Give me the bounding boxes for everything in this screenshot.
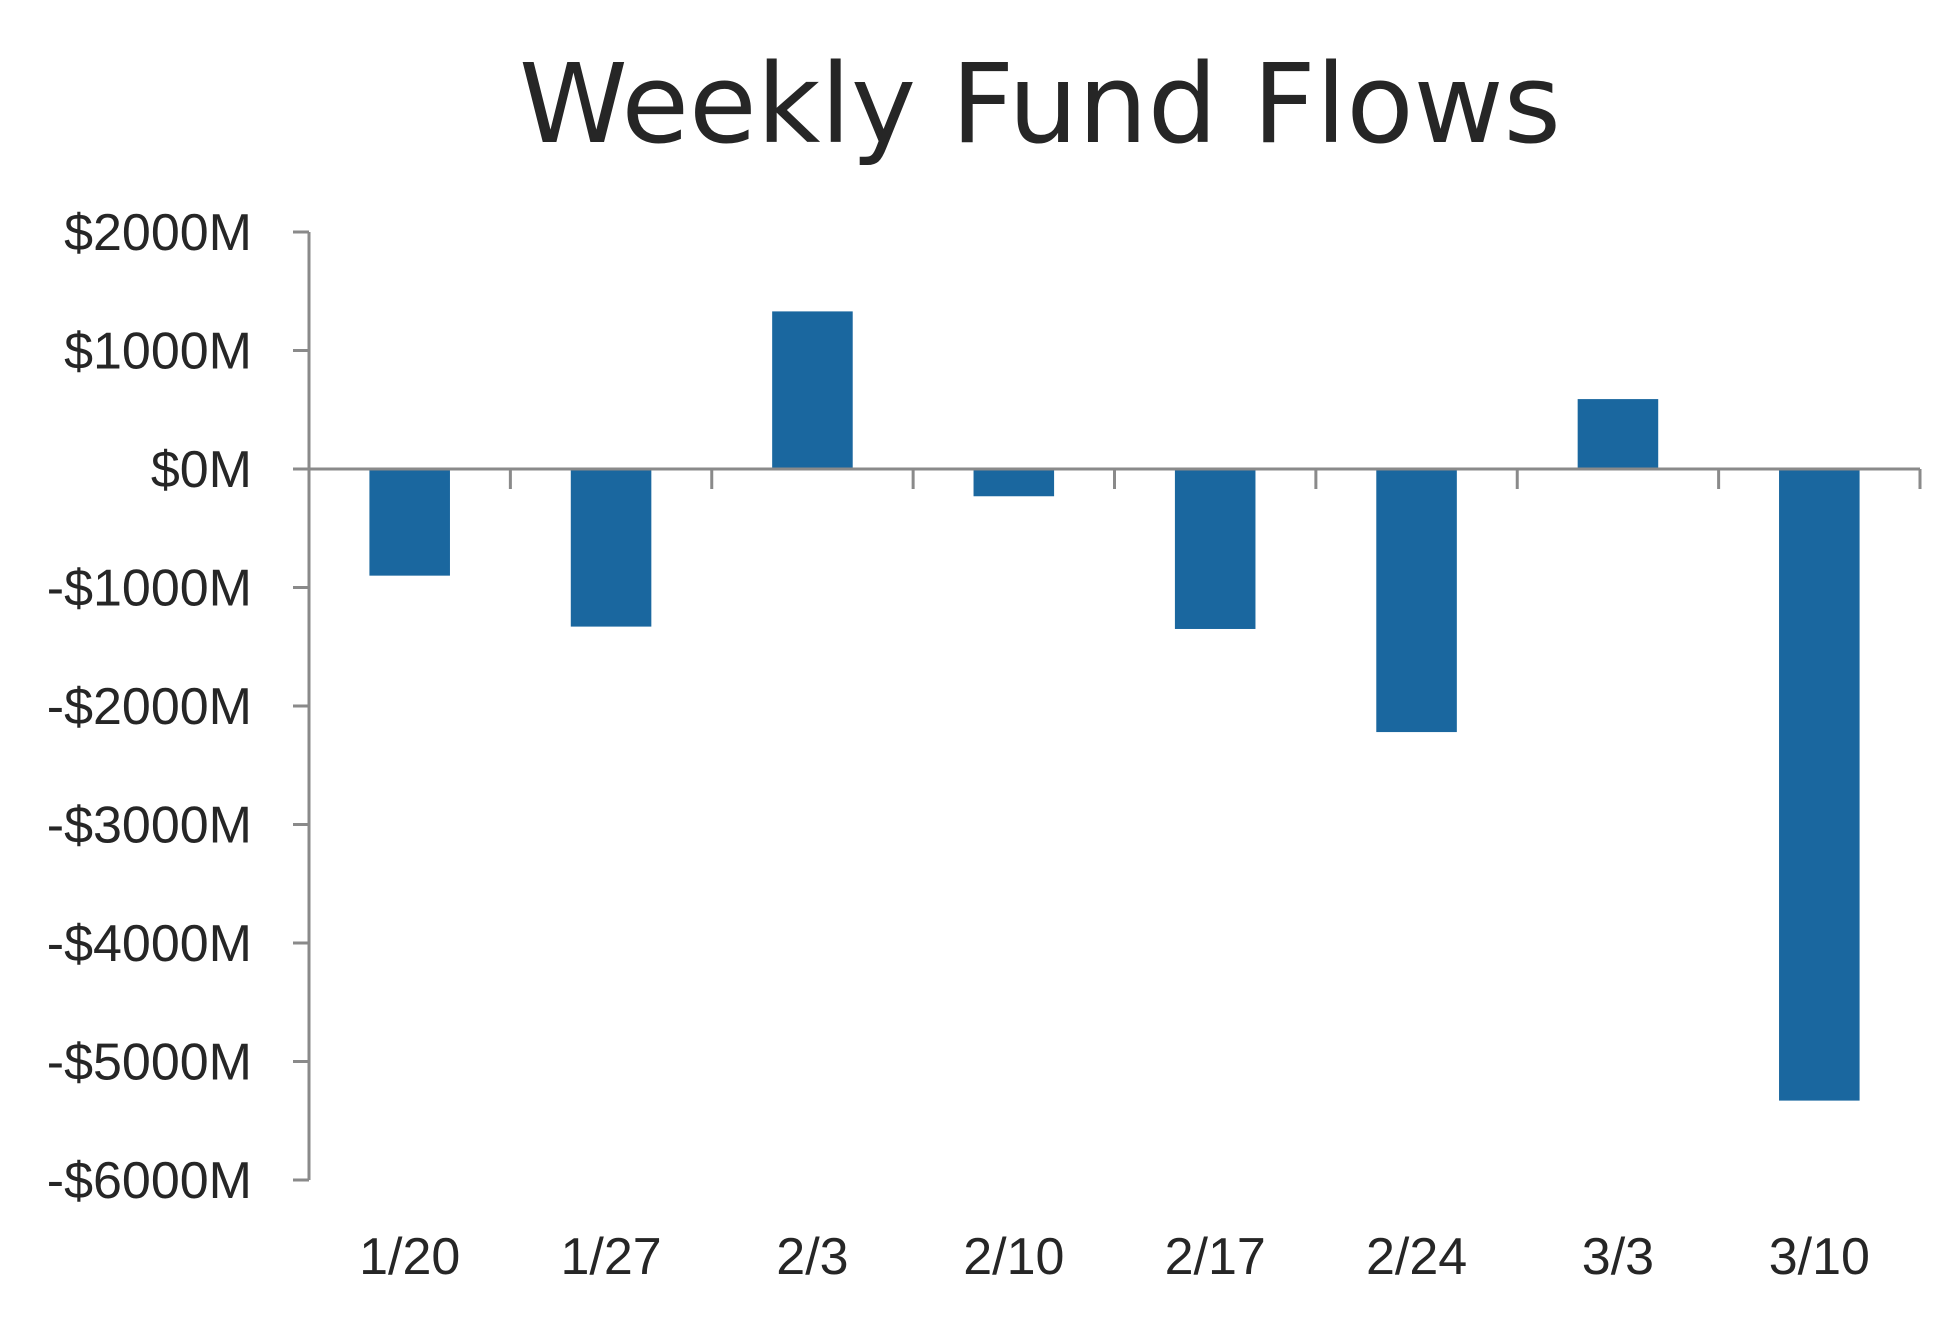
bar xyxy=(1577,399,1659,469)
bar xyxy=(772,311,853,469)
chart-title: Weekly Fund Flows xyxy=(519,40,1561,168)
x-tick-label: 2/17 xyxy=(1165,1228,1266,1286)
x-tick-label: 2/10 xyxy=(963,1228,1064,1286)
y-tick-label: -$6000M xyxy=(47,1152,252,1210)
bar xyxy=(570,469,652,627)
x-tick-label: 3/3 xyxy=(1582,1228,1654,1286)
x-tick-label: 2/24 xyxy=(1366,1228,1467,1286)
x-tick-label: 1/27 xyxy=(560,1228,661,1286)
x-tick-label: 2/3 xyxy=(776,1228,848,1286)
x-tick-label: 1/20 xyxy=(359,1228,460,1286)
y-tick-label: -$3000M xyxy=(47,797,252,855)
y-tick-label: -$1000M xyxy=(47,560,252,618)
bar xyxy=(1376,469,1457,733)
bar xyxy=(1779,469,1860,1101)
y-tick-label: $1000M xyxy=(64,323,252,381)
bars xyxy=(369,311,1860,1101)
bar xyxy=(369,469,450,576)
y-tick-label: -$4000M xyxy=(47,915,252,973)
y-tick-label: $2000M xyxy=(64,204,252,262)
x-tick-label: 3/10 xyxy=(1769,1228,1870,1286)
y-tick-label: $0M xyxy=(151,441,252,499)
bar xyxy=(973,469,1055,497)
y-tick-label: -$5000M xyxy=(47,1034,252,1092)
x-axis-ticks: 1/20 1/27 2/3 2/10 2/17 2/24 3/3 3/10 xyxy=(307,469,1922,1286)
y-axis-ticks: $2000M $1000M $0M -$1000M -$2000M -$3000M -$40… xyxy=(47,204,309,1210)
bar xyxy=(1174,469,1256,629)
y-tick-label: -$2000M xyxy=(47,678,252,736)
